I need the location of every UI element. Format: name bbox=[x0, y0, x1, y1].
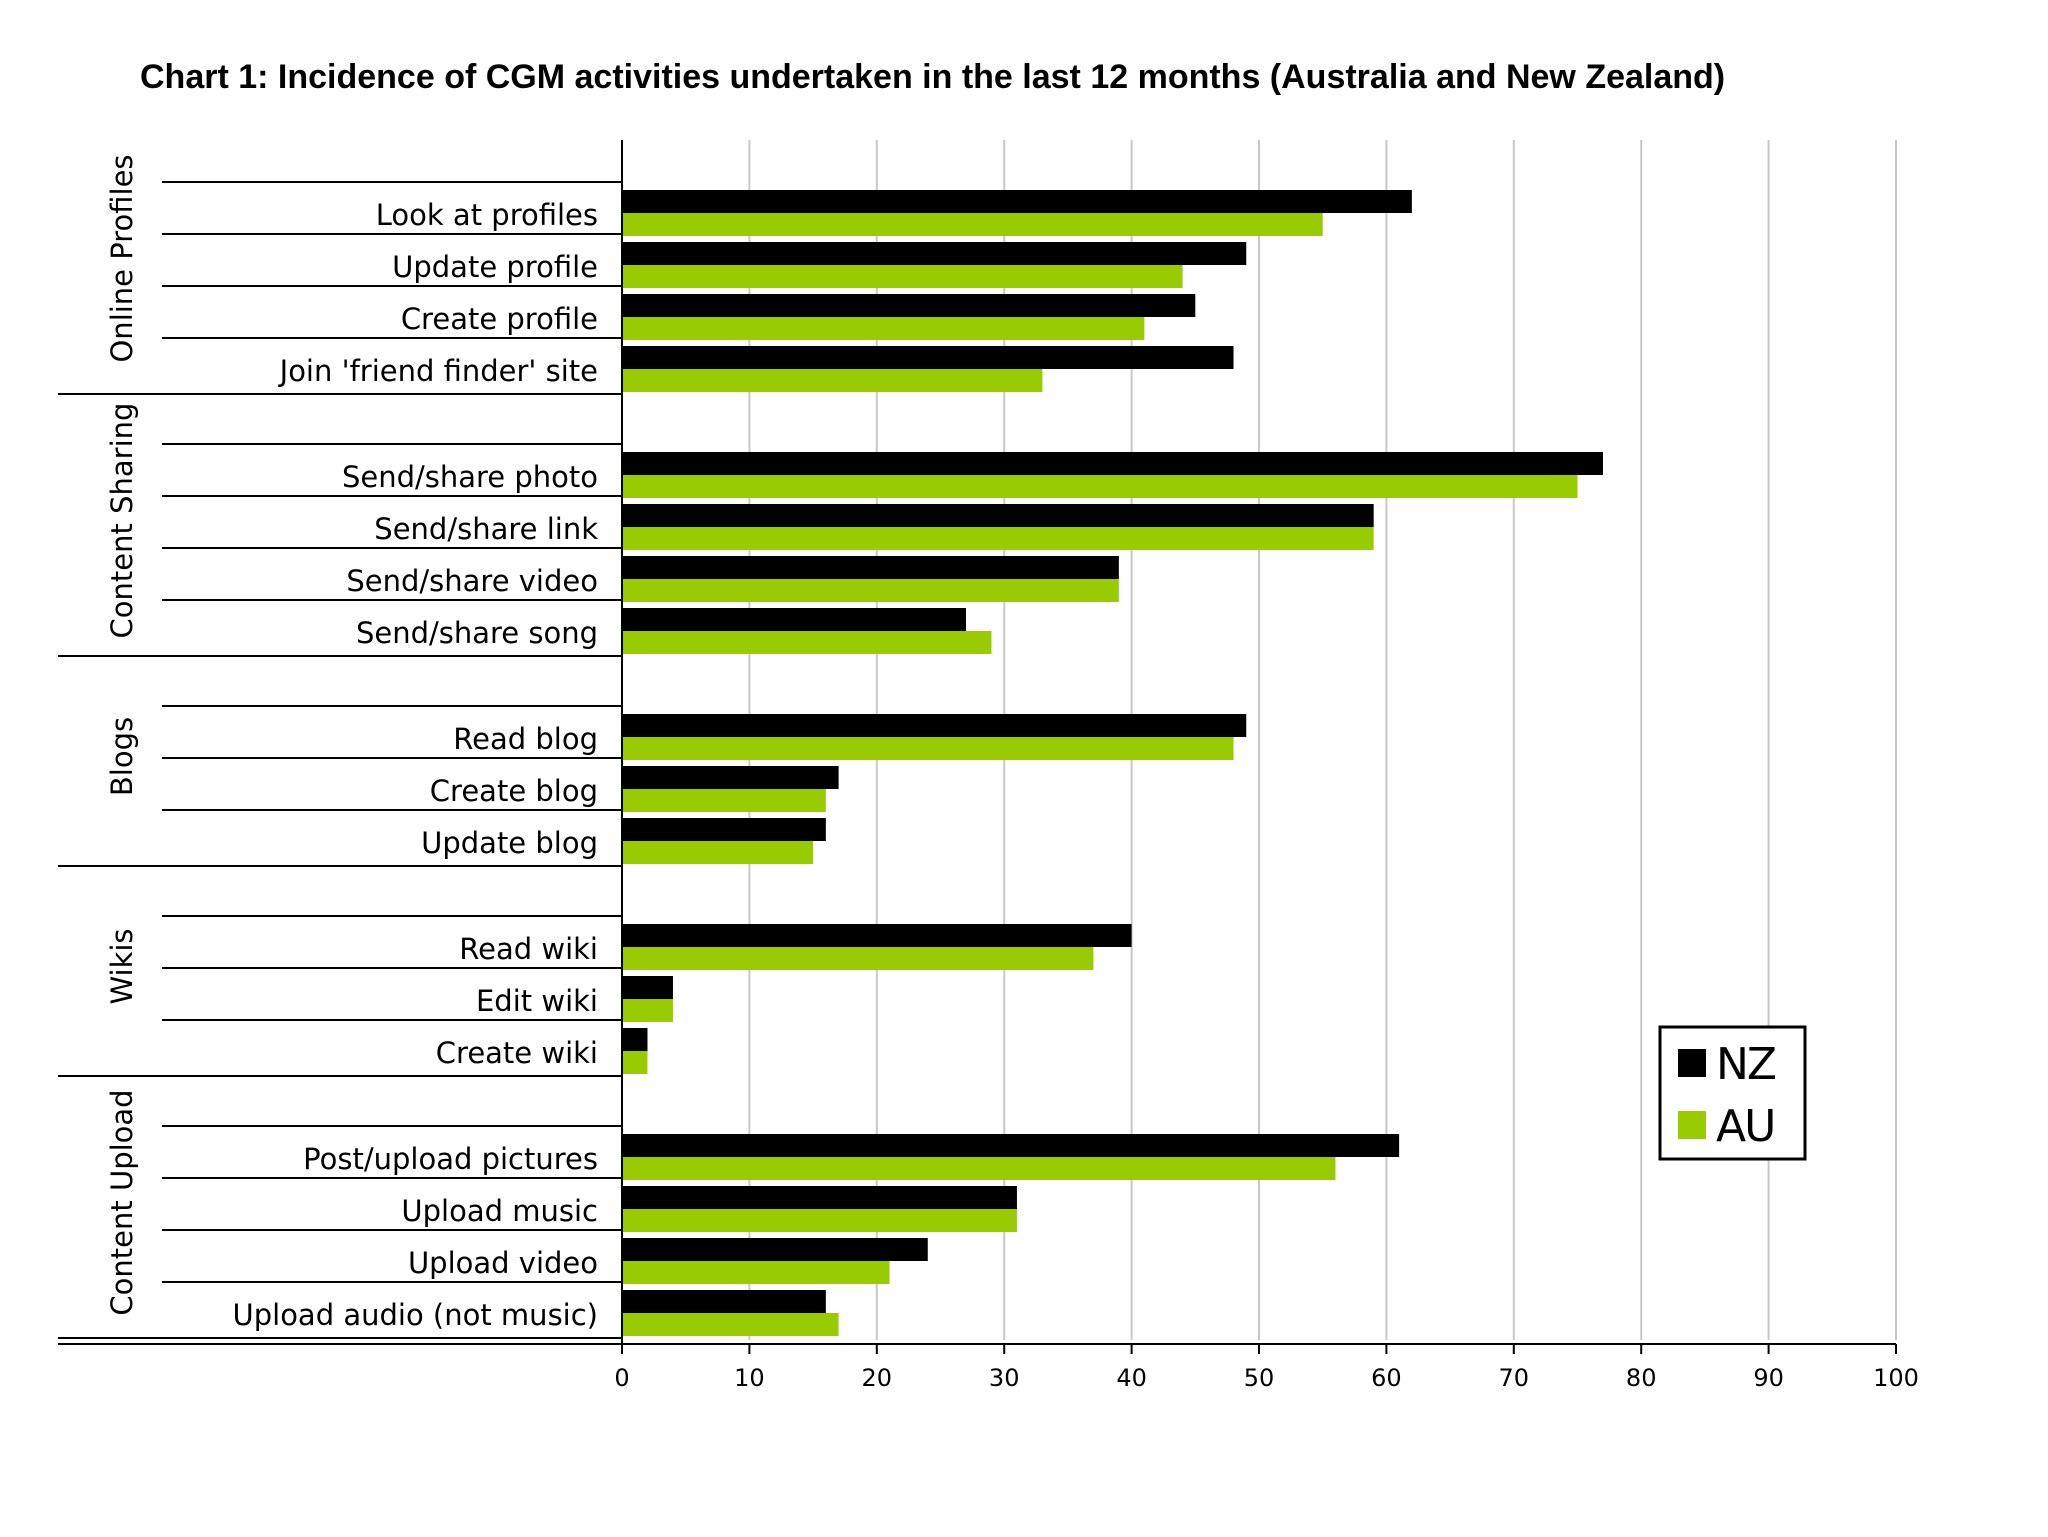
bar-nz bbox=[622, 346, 1234, 369]
category-label: Edit wiki bbox=[476, 984, 598, 1018]
x-tick-label: 50 bbox=[1244, 1364, 1275, 1392]
bar-nz bbox=[622, 242, 1247, 265]
category-label: Send/share video bbox=[346, 564, 598, 598]
bar-nz bbox=[622, 1028, 648, 1051]
bar-au bbox=[622, 475, 1578, 498]
bar-nz bbox=[622, 504, 1374, 527]
x-tick-label: 10 bbox=[734, 1364, 765, 1392]
legend: NZ AU bbox=[1658, 1025, 1807, 1161]
bar-au bbox=[622, 947, 1094, 970]
bar-nz bbox=[622, 1186, 1017, 1209]
legend-swatch-au bbox=[1678, 1111, 1706, 1139]
bar-nz bbox=[622, 714, 1247, 737]
bar-au bbox=[622, 631, 992, 654]
bar-au bbox=[622, 1157, 1336, 1180]
category-label: Upload audio (not music) bbox=[233, 1298, 599, 1332]
x-tick-label: 40 bbox=[1116, 1364, 1147, 1392]
group-label: Online Profiles bbox=[105, 154, 139, 362]
x-tick-label: 0 bbox=[614, 1364, 629, 1392]
bar-au bbox=[622, 1051, 648, 1074]
bar-au bbox=[622, 841, 814, 864]
category-label: Read wiki bbox=[459, 932, 598, 966]
category-label: Send/share song bbox=[356, 616, 598, 650]
x-tick-label: 100 bbox=[1873, 1364, 1919, 1392]
x-tick-label: 70 bbox=[1499, 1364, 1530, 1392]
bar-nz bbox=[622, 1134, 1400, 1157]
bar-au bbox=[622, 213, 1323, 236]
bar-nz bbox=[622, 608, 966, 631]
bar-au bbox=[622, 999, 673, 1022]
x-tick-label: 80 bbox=[1626, 1364, 1657, 1392]
bar-au bbox=[622, 317, 1145, 340]
bar-au bbox=[622, 579, 1119, 602]
category-label: Join 'friend finder' site bbox=[278, 354, 598, 388]
bar-nz bbox=[622, 1290, 826, 1313]
legend-label-au: AU bbox=[1716, 1101, 1774, 1152]
bar-nz bbox=[622, 452, 1603, 475]
x-tick-label: 60 bbox=[1371, 1364, 1402, 1392]
legend-swatch-nz bbox=[1678, 1049, 1706, 1077]
category-label: Send/share link bbox=[374, 512, 598, 546]
category-label: Create blog bbox=[430, 774, 598, 808]
axis-layer: 0 10 20 30 40 50 60 70 80 90 100 bbox=[58, 140, 1919, 1392]
bar-nz bbox=[622, 294, 1196, 317]
chart-title: Chart 1: Incidence of CGM activities und… bbox=[140, 58, 1726, 96]
bar-au bbox=[622, 1209, 1017, 1232]
category-label: Create wiki bbox=[436, 1036, 598, 1070]
bar-nz bbox=[622, 924, 1132, 947]
bar-au bbox=[622, 1261, 890, 1284]
category-label: Create profile bbox=[401, 302, 598, 336]
category-label: Post/upload pictures bbox=[303, 1142, 598, 1176]
category-label: Update profile bbox=[392, 250, 598, 284]
bar-nz bbox=[622, 556, 1119, 579]
bar-nz bbox=[622, 976, 673, 999]
group-label: Blogs bbox=[105, 717, 139, 796]
bar-nz bbox=[622, 766, 839, 789]
category-label: Update blog bbox=[421, 826, 598, 860]
group-label: Wikis bbox=[105, 928, 139, 1004]
bar-au bbox=[622, 789, 826, 812]
x-tick-label: 20 bbox=[862, 1364, 893, 1392]
x-tick-label: 90 bbox=[1753, 1364, 1784, 1392]
legend-label-nz: NZ bbox=[1716, 1039, 1776, 1090]
bar-au bbox=[622, 527, 1374, 550]
labels-layer: Look at profiles Update profile Create pro… bbox=[105, 154, 598, 1332]
bar-nz bbox=[622, 1238, 928, 1261]
category-label: Look at profiles bbox=[376, 198, 598, 232]
group-label: Content Upload bbox=[105, 1089, 139, 1315]
bar-nz bbox=[622, 190, 1412, 213]
category-label: Send/share photo bbox=[342, 460, 598, 494]
x-tick-label: 30 bbox=[989, 1364, 1020, 1392]
bar-au bbox=[622, 265, 1183, 288]
category-label: Upload video bbox=[408, 1246, 598, 1280]
category-label: Upload music bbox=[401, 1194, 598, 1228]
bars-layer bbox=[622, 190, 1603, 1336]
bar-au bbox=[622, 1313, 839, 1336]
bar-au bbox=[622, 369, 1043, 392]
bar-au bbox=[622, 737, 1234, 760]
bar-nz bbox=[622, 818, 826, 841]
category-label: Read blog bbox=[453, 722, 598, 756]
group-label: Content Sharing bbox=[105, 403, 139, 639]
